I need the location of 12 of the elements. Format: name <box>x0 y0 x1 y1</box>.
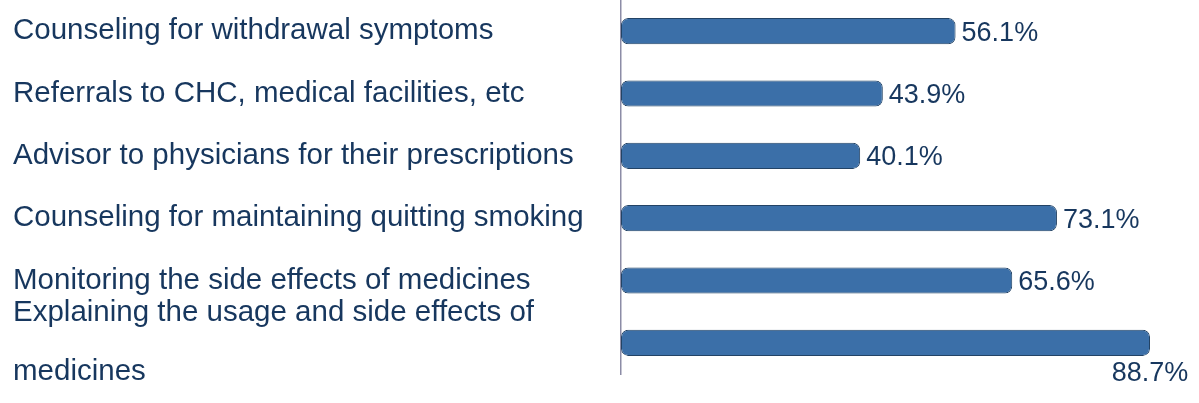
y-tick-label: Counseling for maintaining quitting smoking <box>13 199 584 233</box>
y-tick-label: Monitoring the side effects of medicines <box>13 261 531 295</box>
data-label: 65.6% <box>1018 265 1095 296</box>
data-label: 73.1% <box>1062 203 1140 234</box>
y-tick-label: Referrals to CHC, medical facilities, etc <box>13 74 525 108</box>
y-tick-label: Counseling for withdrawal symptoms <box>13 12 494 46</box>
y-tick-label: Explaining the usage and side effects of medicines <box>13 294 535 387</box>
data-label: 40.1% <box>866 141 943 172</box>
data-label: 43.9% <box>888 78 966 109</box>
data-label: 88.7% <box>1111 357 1189 388</box>
y-tick-label: Advisor to physicians for their prescriptions <box>13 136 574 170</box>
data-label: 56.1% <box>961 16 1039 47</box>
